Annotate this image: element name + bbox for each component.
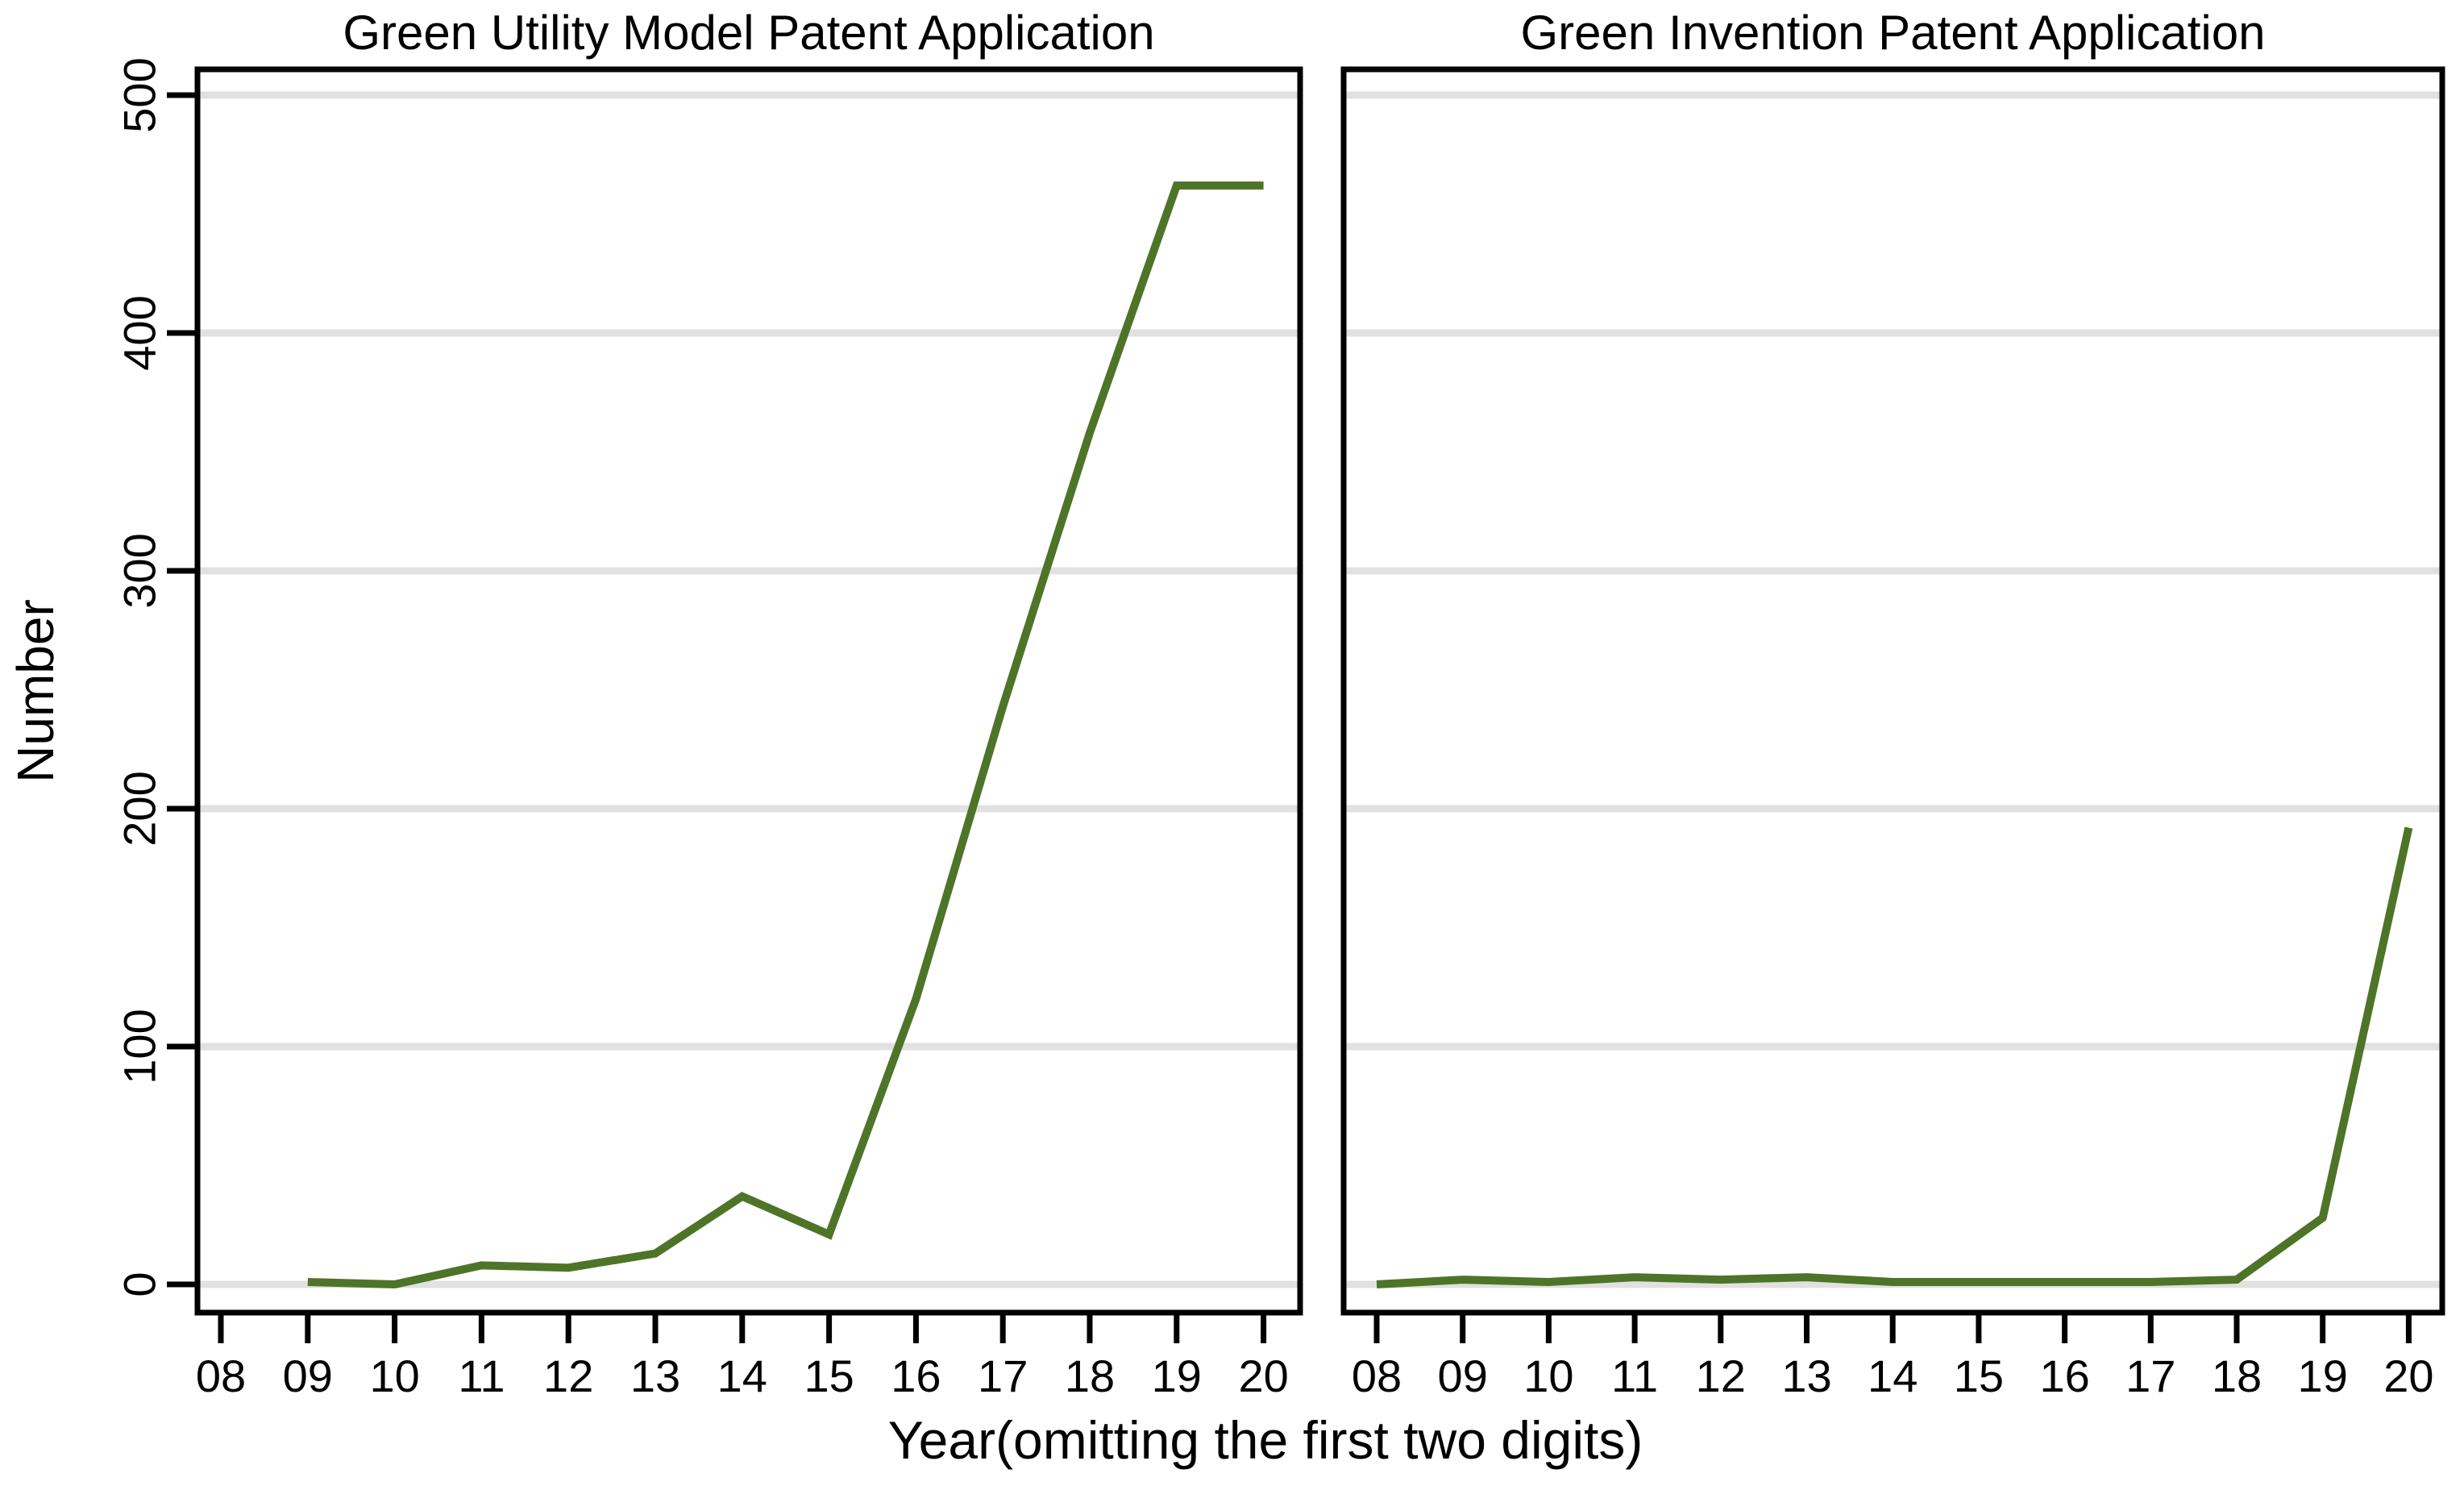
x-tick-label: 18 (2212, 1351, 2262, 1401)
x-tick-label: 10 (369, 1351, 419, 1401)
x-tick-label: 12 (1696, 1351, 1746, 1401)
panel-border (1340, 66, 2445, 1316)
y-tick-label: 400 (114, 295, 165, 370)
x-axis-label: Year(omitting the first two digits) (887, 1410, 1643, 1470)
x-tick-label: 11 (458, 1351, 505, 1401)
x-tick-label: 16 (891, 1351, 941, 1401)
x-tick-label: 11 (1611, 1351, 1658, 1401)
x-tick-label: 17 (2125, 1351, 2175, 1401)
x-tick-label: 10 (1523, 1351, 1573, 1401)
x-tick-label: 12 (543, 1351, 593, 1401)
left-panel-title: Green Utility Model Patent Application (343, 6, 1155, 60)
x-tick-label: 20 (2383, 1351, 2433, 1401)
invention-series-line (1376, 826, 2413, 1288)
x-tick-label: 08 (196, 1351, 246, 1401)
x-tick-label: 18 (1065, 1351, 1115, 1401)
x-tick-label: 08 (1352, 1351, 1402, 1401)
x-tick-label: 14 (717, 1351, 767, 1401)
x-tick-label: 09 (283, 1351, 333, 1401)
x-tick-label: 14 (1868, 1351, 1918, 1401)
panel-border (194, 66, 1303, 1316)
x-tick-label: 15 (804, 1351, 854, 1401)
x-tick-label: 09 (1438, 1351, 1488, 1401)
right-panel-title: Green Invention Patent Application (1520, 6, 2266, 60)
x-tick-label: 13 (1781, 1351, 1831, 1401)
y-tick-label: 100 (114, 1009, 165, 1084)
x-tick-label: 16 (2039, 1351, 2089, 1401)
x-tick-label: 19 (2298, 1351, 2348, 1401)
x-tick-label: 13 (630, 1351, 680, 1401)
x-tick-label: 20 (1238, 1351, 1288, 1401)
y-tick-label: 500 (114, 57, 165, 132)
y-tick-label: 300 (114, 533, 165, 608)
x-tick-label: 15 (1954, 1351, 2004, 1401)
y-tick-label: 0 (114, 1271, 165, 1296)
x-tick-label: 19 (1152, 1351, 1202, 1401)
y-tick-label: 200 (114, 771, 165, 846)
x-tick-label: 17 (978, 1351, 1028, 1401)
utility-model-series-line (307, 181, 1264, 1289)
